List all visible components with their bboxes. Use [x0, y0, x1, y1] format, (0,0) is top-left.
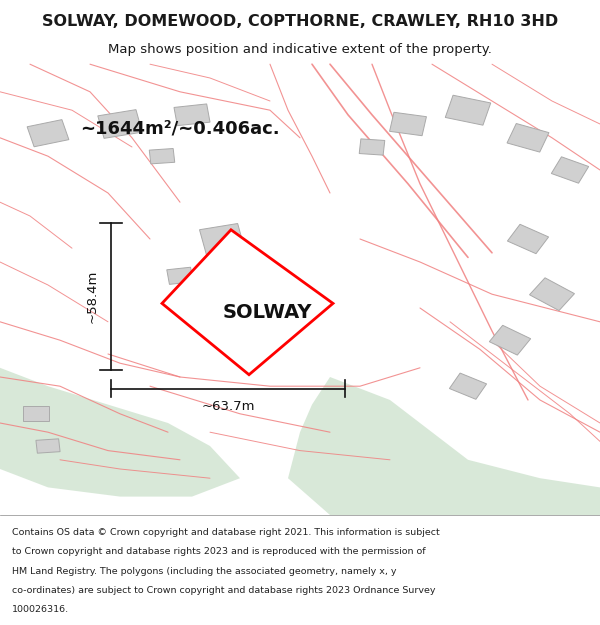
- Polygon shape: [445, 95, 491, 125]
- Polygon shape: [507, 124, 549, 152]
- Polygon shape: [530, 278, 574, 311]
- Polygon shape: [551, 157, 589, 183]
- Polygon shape: [288, 377, 600, 515]
- Polygon shape: [0, 368, 240, 497]
- Text: to Crown copyright and database rights 2023 and is reproduced with the permissio: to Crown copyright and database rights 2…: [12, 548, 425, 556]
- Text: Map shows position and indicative extent of the property.: Map shows position and indicative extent…: [108, 43, 492, 56]
- Polygon shape: [36, 439, 60, 453]
- Polygon shape: [23, 406, 49, 421]
- Polygon shape: [27, 119, 69, 147]
- Polygon shape: [167, 268, 193, 284]
- Text: Contains OS data © Crown copyright and database right 2021. This information is : Contains OS data © Crown copyright and d…: [12, 528, 440, 538]
- Polygon shape: [149, 149, 175, 164]
- Text: SOLWAY: SOLWAY: [223, 302, 313, 321]
- Polygon shape: [508, 224, 548, 254]
- Polygon shape: [199, 224, 245, 254]
- Polygon shape: [449, 373, 487, 399]
- Text: ~63.7m: ~63.7m: [201, 401, 255, 413]
- Polygon shape: [389, 112, 427, 136]
- Text: ~1644m²/~0.406ac.: ~1644m²/~0.406ac.: [80, 119, 280, 138]
- Polygon shape: [359, 139, 385, 155]
- Text: SOLWAY, DOMEWOOD, COPTHORNE, CRAWLEY, RH10 3HD: SOLWAY, DOMEWOOD, COPTHORNE, CRAWLEY, RH…: [42, 14, 558, 29]
- Text: ~58.4m: ~58.4m: [85, 270, 98, 323]
- Polygon shape: [98, 109, 142, 138]
- Text: 100026316.: 100026316.: [12, 605, 69, 614]
- Polygon shape: [162, 230, 333, 375]
- Polygon shape: [490, 325, 530, 355]
- Polygon shape: [174, 104, 210, 126]
- Text: co-ordinates) are subject to Crown copyright and database rights 2023 Ordnance S: co-ordinates) are subject to Crown copyr…: [12, 586, 436, 595]
- Text: HM Land Registry. The polygons (including the associated geometry, namely x, y: HM Land Registry. The polygons (includin…: [12, 567, 397, 576]
- Polygon shape: [229, 279, 275, 309]
